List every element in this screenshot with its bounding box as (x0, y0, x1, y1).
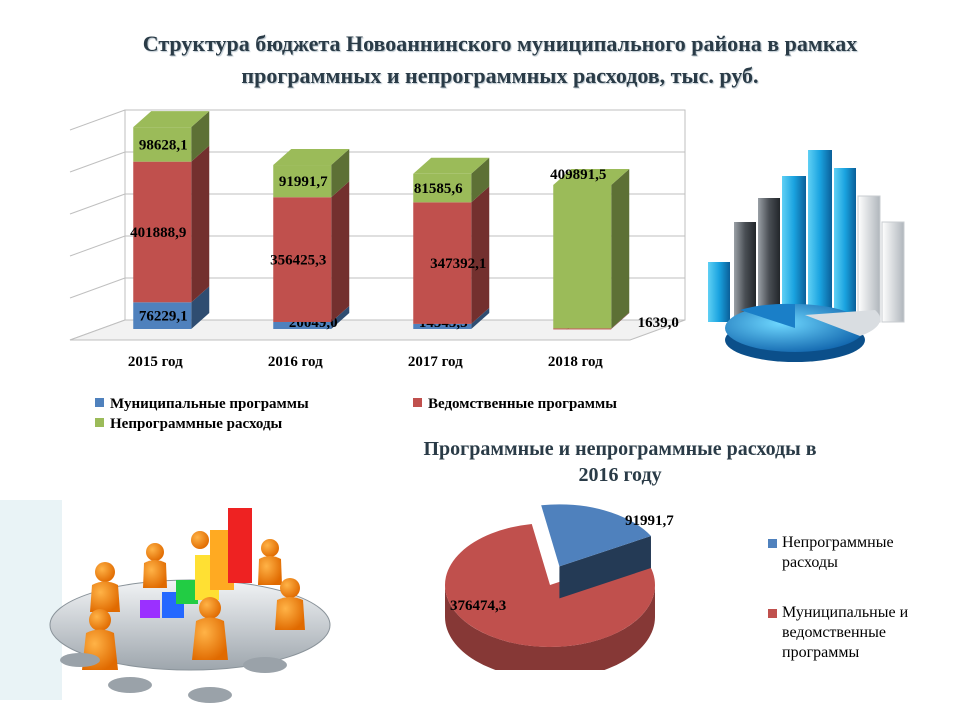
deco-bar (857, 195, 881, 323)
data-label: 409891,5 (550, 167, 606, 183)
bar-segment (133, 127, 192, 162)
pie-slice (445, 523, 655, 647)
legend-label: Непрограммные расходы (782, 534, 894, 571)
x-tick-label: 2018 год (548, 354, 603, 370)
bar-segment (273, 165, 332, 198)
deco-block (176, 580, 198, 604)
bar-side (331, 305, 350, 329)
pie-slice-side (445, 585, 655, 670)
deco-bar (758, 198, 780, 322)
bar-side (471, 157, 490, 203)
legend-swatch (95, 418, 104, 427)
deco-pie-slice (740, 303, 795, 328)
data-label: 347392,1 (430, 256, 486, 272)
decorative-chart-clipart (708, 150, 905, 362)
bar-side (611, 168, 630, 329)
bar-segment (553, 184, 612, 329)
pie-slice-side (559, 535, 651, 599)
deco-bar (881, 221, 905, 323)
bar-segment (413, 323, 472, 329)
bar-top (553, 168, 630, 185)
data-label: 76229,1 (139, 309, 188, 325)
bar-segment (133, 302, 192, 329)
decorative-meeting-clipart (0, 500, 331, 703)
bar-side (191, 286, 210, 329)
legend-item-departmental: Ведомственные программы (413, 396, 617, 413)
data-label: 356425,3 (270, 253, 326, 269)
legend-label: Муниципальные и ведомственные программы (782, 604, 909, 661)
bar-side (331, 149, 350, 198)
pie-chart: 91991,7 376474,3 (445, 504, 674, 670)
legend-swatch (768, 539, 777, 548)
data-label: 1639,0 (638, 315, 679, 331)
legend-item-municipal: Муниципальные программы (95, 396, 309, 413)
page-title: Структура бюджета Новоаннинского муницип… (142, 31, 858, 88)
data-label: 91991,7 (279, 174, 328, 190)
bar-side (611, 312, 630, 329)
deco-bar (734, 222, 756, 322)
legend-label: Муниципальные программы (110, 396, 309, 412)
legend-item-nonprogram: Непрограммные расходы (95, 416, 282, 433)
pie-slice (541, 504, 651, 567)
bar-side (191, 111, 210, 162)
gridline-side (69, 109, 126, 131)
gridline-side (69, 193, 126, 215)
bar-segment (273, 321, 332, 329)
deco-background (0, 500, 62, 700)
bar-segment (413, 173, 472, 203)
bar-side (471, 186, 490, 324)
bar-segment (133, 161, 192, 303)
deco-bar (708, 262, 730, 322)
data-label: 401888,9 (130, 225, 186, 241)
gridline-side (69, 235, 126, 257)
bar-segment (553, 328, 612, 330)
pie-data-label: 91991,7 (625, 513, 674, 529)
bar-top (413, 157, 490, 174)
legend-label: Ведомственные программы (428, 396, 617, 412)
deco-bar (782, 176, 806, 322)
pie-chart-title: Программные и непрограммные расходы в 20… (423, 438, 817, 486)
x-tick-label: 2015 год (128, 354, 183, 370)
deco-block (140, 600, 160, 618)
chart-floor (69, 319, 686, 341)
deco-bar (808, 150, 832, 322)
deco-pie-slice (805, 310, 881, 336)
legend-swatch (95, 398, 104, 407)
bar-side (331, 181, 350, 322)
x-tick-label: 2016 год (268, 354, 323, 370)
deco-people (60, 531, 305, 703)
bar-top (273, 149, 350, 166)
legend-swatch (768, 609, 777, 618)
bar-side (471, 307, 490, 329)
bar-segment (273, 197, 332, 322)
bar-segment (413, 202, 472, 324)
data-label: 98628,1 (139, 137, 188, 153)
deco-block (228, 508, 252, 583)
deco-bar (834, 168, 856, 322)
x-tick-label: 2017 год (408, 354, 463, 370)
bar-top (133, 111, 210, 128)
bar-side (191, 145, 210, 303)
gridline-side (69, 151, 126, 173)
data-label: 81585,6 (414, 181, 463, 197)
legend-swatch (413, 398, 422, 407)
pie-data-label: 376474,3 (450, 598, 506, 614)
gridline-side (69, 277, 126, 299)
legend-label: Непрограммные расходы (110, 416, 283, 432)
